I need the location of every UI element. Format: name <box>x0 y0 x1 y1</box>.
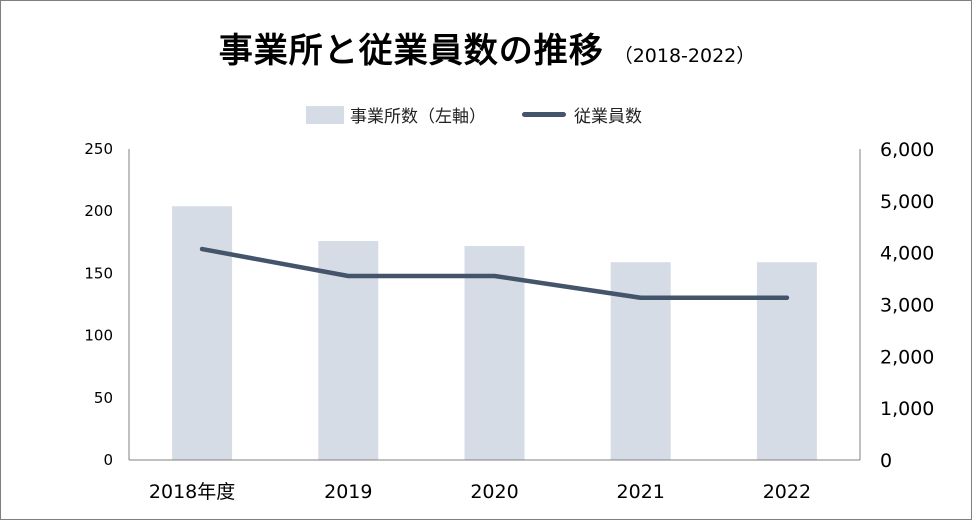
legend-label-employees: 従業員数 <box>574 107 642 127</box>
bar-3 <box>610 262 671 460</box>
bar-2 <box>464 246 525 460</box>
chart-title: 事業所と従業員数の推移 <box>218 31 604 71</box>
category-label: 2021 <box>617 481 665 503</box>
right-tick-label: 6,000 <box>880 139 934 161</box>
left-tick-label: 100 <box>84 327 113 345</box>
category-label: 2022 <box>763 481 811 503</box>
chart-legend: 事業所数（左軸） 従業員数 <box>306 102 642 127</box>
right-tick-label: 4,000 <box>880 243 934 265</box>
bar-4 <box>756 262 817 460</box>
bar-0 <box>172 206 233 460</box>
right-tick-label: 5,000 <box>880 191 934 213</box>
title-block: 事業所と従業員数の推移 （2018-2022） <box>1 23 971 72</box>
right-tick-label: 1,000 <box>880 398 934 420</box>
left-tick-label: 250 <box>84 140 113 158</box>
legend-swatch-bar <box>306 105 344 124</box>
employees-point-2 <box>492 273 497 278</box>
employees-point-0 <box>200 247 205 252</box>
left-tick-label: 150 <box>84 264 113 282</box>
right-tick-label: 0 <box>880 450 892 472</box>
chart-subtitle: （2018-2022） <box>613 45 756 67</box>
left-tick-label: 0 <box>103 451 113 469</box>
category-label: 2019 <box>324 481 372 503</box>
employees-point-3 <box>638 295 643 300</box>
legend-label-establishments: 事業所数（左軸） <box>350 107 486 127</box>
legend-item-establishments: 事業所数（左軸） <box>306 102 486 127</box>
category-label: 2020 <box>470 481 518 503</box>
legend-swatch-line <box>522 112 566 117</box>
employees-point-4 <box>784 295 789 300</box>
employees-point-1 <box>346 273 351 278</box>
right-tick-label: 3,000 <box>880 295 934 317</box>
left-tick-label: 200 <box>84 202 113 220</box>
category-label: 2018年度 <box>149 481 235 503</box>
legend-item-employees: 従業員数 <box>522 102 642 127</box>
left-tick-label: 50 <box>94 389 113 407</box>
right-tick-label: 2,000 <box>880 346 934 368</box>
